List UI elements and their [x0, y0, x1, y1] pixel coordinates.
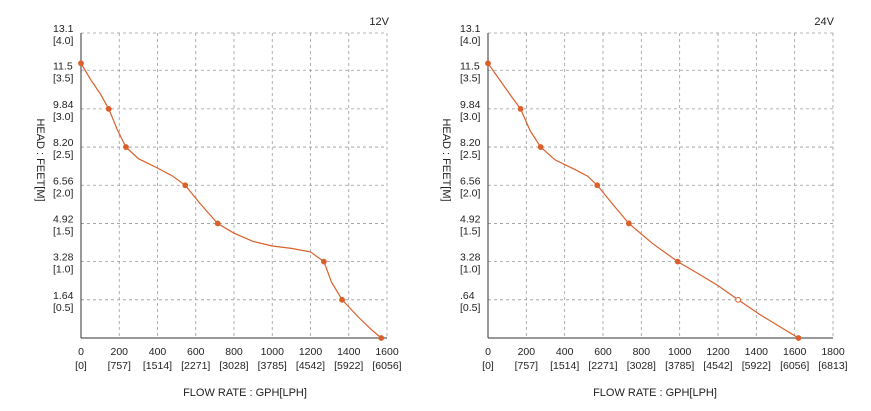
- y-tick-label: 11.5: [53, 60, 73, 72]
- pump-curve-chart-24v: 24V HEAD : FEET[M] FLOW RATE : GPH[LPH] …: [430, 0, 871, 411]
- x-tick-label: 1200: [706, 346, 730, 358]
- x-axis-title-24v: FLOW RATE : GPH[LPH]: [593, 387, 717, 399]
- y-tick-label-m: [1.0]: [53, 264, 74, 276]
- data-point: [182, 182, 189, 189]
- data-point: [485, 60, 491, 67]
- x-tick-label: 1600: [783, 346, 807, 358]
- y-tick-label-m: [4.0]: [53, 35, 74, 47]
- y-tick-label: 8.20: [460, 137, 481, 149]
- y-tick-label-m: [4.0]: [460, 35, 481, 47]
- x-tick-label: 600: [187, 346, 205, 358]
- x-tick-label-lph: [1514]: [550, 360, 579, 372]
- x-tick-label-lph: [3785]: [665, 360, 694, 372]
- y-tick-label: 11.5: [460, 60, 480, 72]
- y-tick-label-m: [3.0]: [460, 111, 481, 123]
- x-tick-label-lph: [6813]: [818, 360, 847, 372]
- data-point: [594, 182, 601, 189]
- voltage-label-12v: 12V: [369, 16, 389, 28]
- data-point: [795, 335, 802, 341]
- y-tick-label: .64: [460, 290, 475, 302]
- x-tick-label-lph: [5922]: [334, 360, 363, 372]
- data-point: [105, 106, 112, 112]
- y-tick-label: 3.28: [53, 252, 74, 264]
- data-point: [625, 220, 632, 227]
- x-tick-label-lph: [5922]: [742, 360, 771, 372]
- x-tick-label-lph: [3028]: [219, 360, 248, 372]
- y-tick-label-m: [2.0]: [53, 187, 74, 199]
- x-tick-label-lph: [0]: [75, 360, 87, 372]
- x-tick-label: 800: [225, 346, 243, 358]
- y-tick-label-m: [1.0]: [460, 264, 481, 276]
- x-tick-label-lph: [757]: [108, 360, 131, 372]
- y-tick-label: 4.92: [460, 213, 481, 225]
- x-tick-label: 400: [556, 346, 574, 358]
- y-tick-label-m: [0.5]: [53, 302, 74, 314]
- y-tick-label-m: [1.5]: [460, 225, 481, 237]
- x-tick-label: 400: [149, 346, 167, 358]
- x-tick-label: 1200: [299, 346, 323, 358]
- y-tick-label-m: [3.5]: [53, 72, 74, 84]
- x-tick-label: 1600: [375, 346, 399, 358]
- y-tick-label-m: [0.5]: [460, 302, 481, 314]
- x-tick-label: 0: [485, 346, 491, 358]
- y-tick-label-m: [1.5]: [53, 225, 74, 237]
- data-point: [123, 144, 129, 150]
- y-tick-label: 6.56: [53, 175, 74, 187]
- x-tick-label-lph: [6056]: [780, 360, 809, 372]
- data-point: [214, 220, 221, 227]
- y-tick-label: 6.56: [460, 175, 481, 187]
- x-tick-label: 200: [518, 346, 536, 358]
- x-tick-label: 1400: [337, 346, 361, 358]
- x-tick-label-lph: [0]: [482, 360, 494, 372]
- x-tick-label: 1000: [261, 346, 285, 358]
- data-point: [517, 106, 524, 112]
- data-point: [378, 335, 385, 341]
- x-tick-label-lph: [1514]: [143, 360, 172, 372]
- data-point: [339, 296, 345, 303]
- y-axis-title-12v: HEAD : FEET[M]: [34, 118, 46, 201]
- data-point: [537, 144, 544, 150]
- x-tick-label-lph: [3785]: [258, 360, 287, 372]
- x-tick-label: 600: [594, 346, 612, 358]
- y-tick-label: 1.64: [53, 290, 74, 302]
- x-tick-label-lph: [3028]: [627, 360, 656, 372]
- data-point: [78, 60, 84, 67]
- y-axis-title-24v: HEAD : FEET[M]: [440, 118, 452, 201]
- data-point: [320, 258, 327, 265]
- y-tick-label: 4.92: [53, 213, 74, 225]
- data-point: [674, 258, 681, 265]
- chart-12v-svg: 12V HEAD : FEET[M] FLOW RATE : GPH[LPH] …: [34, 16, 402, 399]
- y-tick-label: 13.1: [460, 23, 481, 35]
- y-tick-label-m: [2.5]: [460, 149, 481, 161]
- x-tick-label: 200: [110, 346, 128, 358]
- x-tick-label-lph: [4542]: [703, 360, 732, 372]
- x-tick-label-lph: [4542]: [296, 360, 325, 372]
- y-tick-label: 9.84: [53, 99, 74, 111]
- pump-curve-chart-12v: 12V HEAD : FEET[M] FLOW RATE : GPH[LPH] …: [0, 0, 430, 411]
- x-tick-label-lph: [6056]: [372, 360, 401, 372]
- voltage-label-24v: 24V: [814, 16, 834, 28]
- y-tick-label-m: [3.0]: [53, 111, 74, 123]
- y-tick-label: 9.84: [460, 99, 481, 111]
- x-tick-label-lph: [2271]: [588, 360, 617, 372]
- x-tick-label: 1000: [668, 346, 692, 358]
- y-tick-label: 8.20: [53, 137, 74, 149]
- y-tick-label: 13.1: [53, 23, 74, 35]
- x-tick-label-lph: [757]: [515, 360, 538, 372]
- data-point: [735, 296, 742, 303]
- pump-curve-line-24v: [487, 62, 799, 339]
- x-tick-label: 1400: [745, 346, 769, 358]
- y-tick-label-m: [2.0]: [460, 187, 481, 199]
- pump-curve-line-12v: [80, 62, 382, 339]
- x-tick-label: 0: [78, 346, 84, 358]
- y-tick-label-m: [2.5]: [53, 149, 74, 161]
- y-tick-label-m: [3.5]: [460, 72, 481, 84]
- x-tick-label-lph: [2271]: [181, 360, 210, 372]
- y-tick-label: 3.28: [460, 252, 481, 264]
- x-axis-title-12v: FLOW RATE : GPH[LPH]: [183, 387, 307, 399]
- x-tick-label: 1800: [821, 346, 845, 358]
- chart-24v-svg: 24V HEAD : FEET[M] FLOW RATE : GPH[LPH] …: [440, 16, 848, 399]
- x-tick-label: 800: [633, 346, 651, 358]
